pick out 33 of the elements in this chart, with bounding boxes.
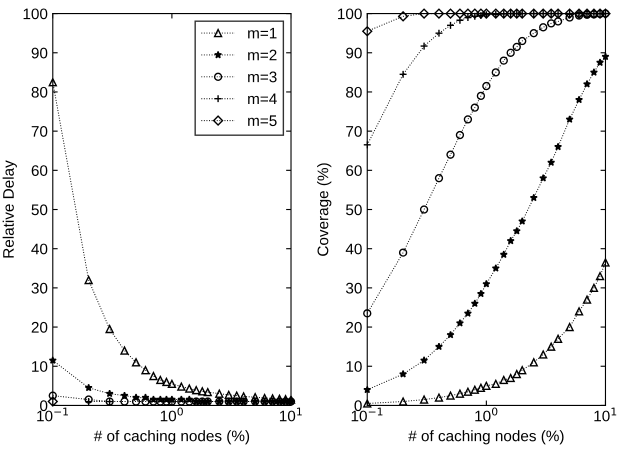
- legend-label: m=1: [248, 28, 277, 38]
- y-tick-label: 50: [32, 204, 48, 216]
- y-tick-label: 20: [32, 322, 48, 333]
- y-tick-label: 100: [24, 8, 48, 20]
- x-tick-label: 10$^{0}$: [160, 407, 183, 422]
- y-tick-label: 70: [346, 126, 362, 137]
- legend-label: m=5: [248, 115, 277, 126]
- y-tick-label: 90: [346, 48, 362, 58]
- y-axis-title: Relative Delay: [2, 160, 17, 258]
- x-tick-label: 10$^{1}$: [280, 408, 302, 422]
- x-axis-title: # of caching nodes (%): [94, 430, 250, 444]
- y-tick-label: 10: [32, 361, 48, 372]
- x-axis-title: # of caching nodes (%): [408, 430, 564, 444]
- y-tick-label: 40: [346, 244, 362, 254]
- y-tick-label: 20: [346, 322, 362, 333]
- x-tick-label: 10$^{0}$: [475, 407, 498, 422]
- y-tick-label: 90: [32, 48, 48, 58]
- legend-label: m=2: [248, 50, 276, 60]
- y-tick-label: 30: [32, 282, 48, 294]
- y-tick-label: 60: [32, 165, 48, 176]
- y-tick-label: 100: [338, 8, 362, 20]
- y-tick-label: 60: [346, 165, 362, 176]
- y-tick-label: 80: [346, 86, 362, 98]
- legend-label: m=3: [248, 72, 277, 82]
- y-tick-label: 50: [346, 204, 362, 216]
- legend-label: m=4: [248, 94, 277, 104]
- y-tick-label: 80: [32, 86, 48, 98]
- y-tick-label: 70: [32, 126, 48, 137]
- y-tick-label: 40: [31, 244, 48, 254]
- y-tick-label: 30: [346, 282, 362, 294]
- y-tick-label: 10: [346, 361, 362, 372]
- y-axis-title: Coverage (%): [317, 163, 332, 256]
- x-tick-label: 10$^{1}$: [594, 408, 616, 422]
